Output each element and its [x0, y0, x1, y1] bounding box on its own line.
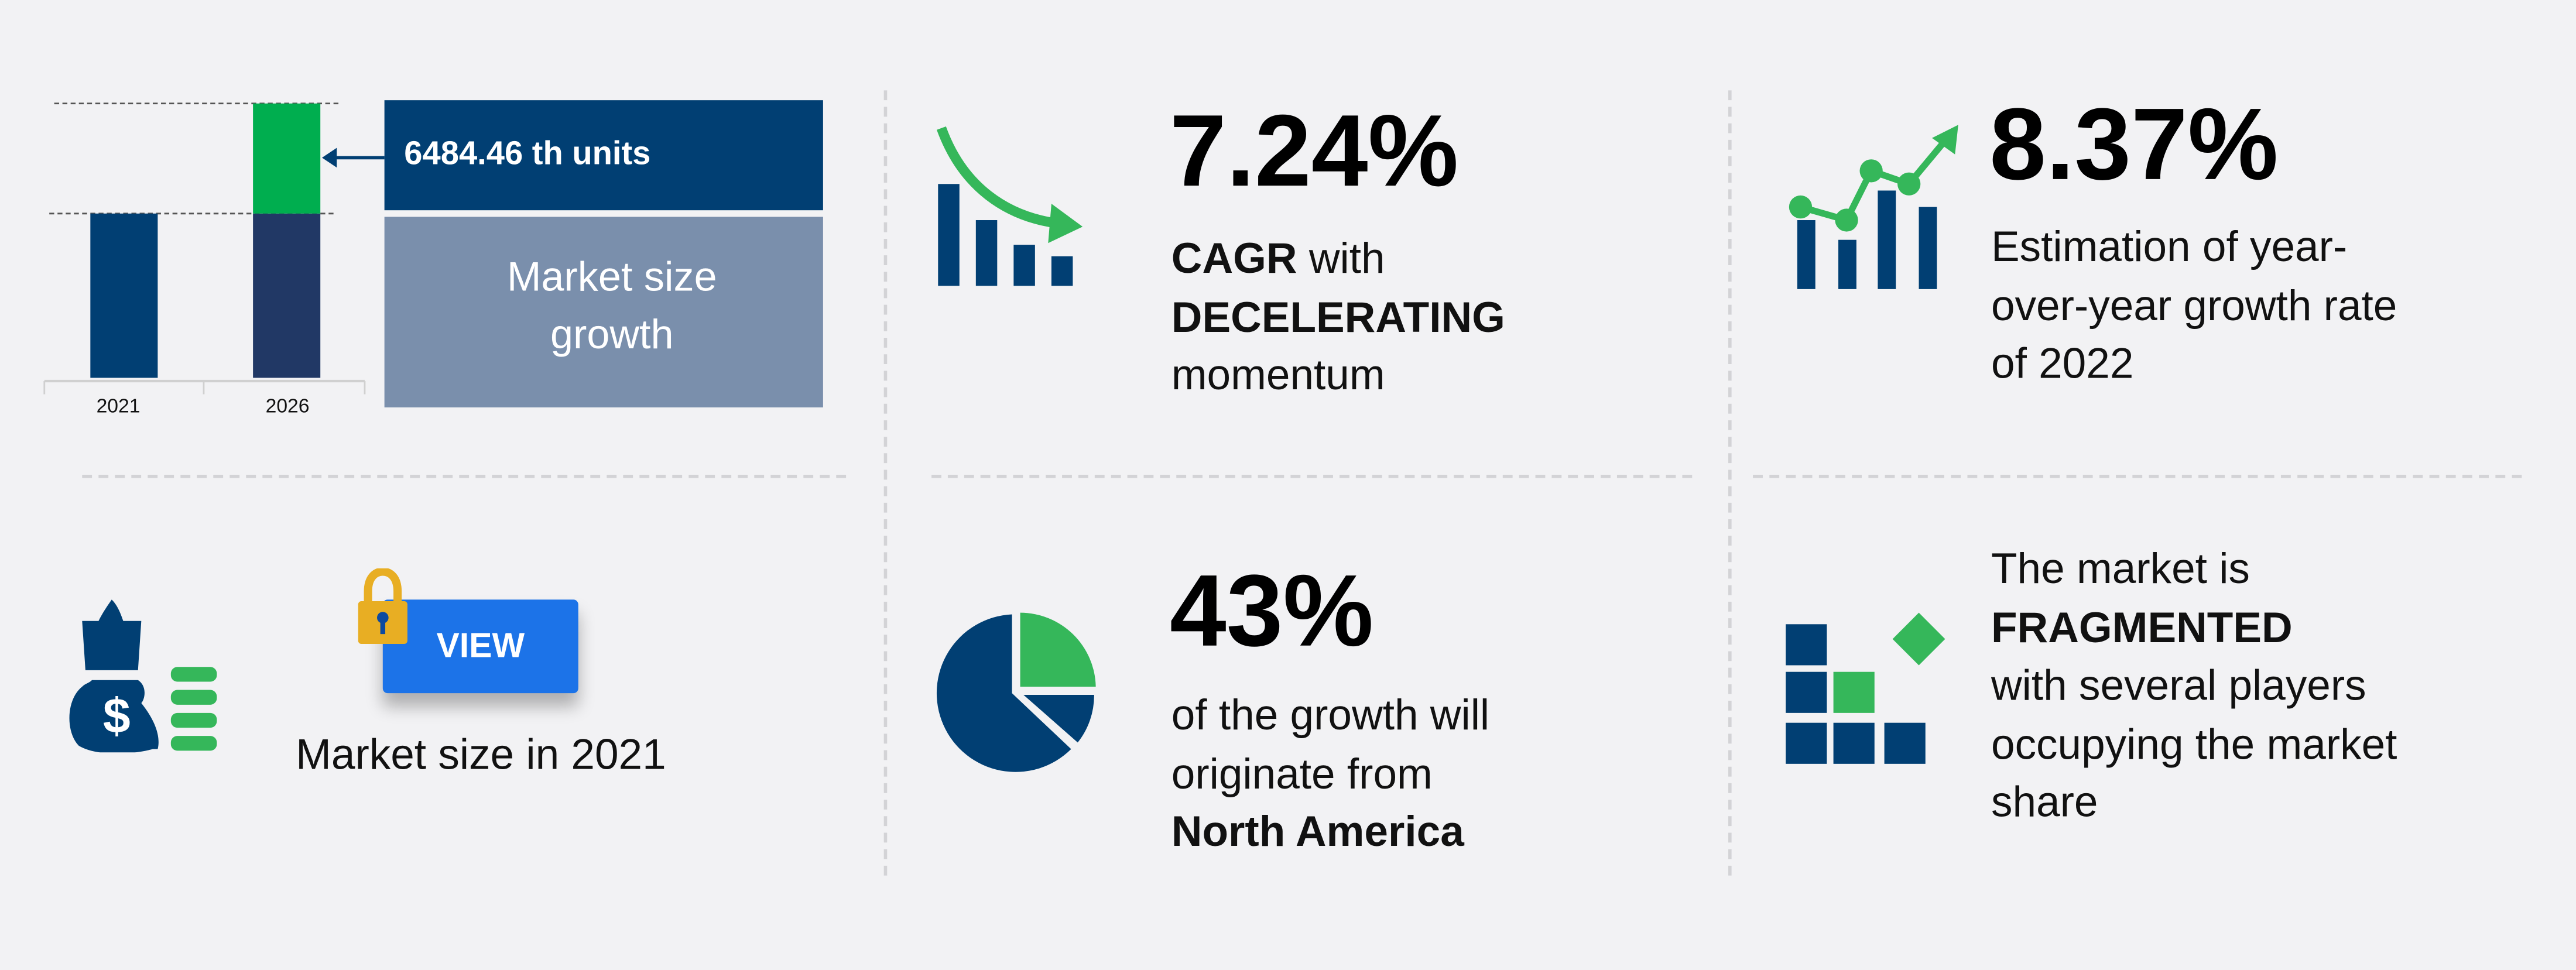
- region-description: of the growth will originate from North …: [1171, 687, 1489, 862]
- divider: [1753, 474, 2522, 478]
- market-size-caption: Market size in 2021: [296, 729, 666, 779]
- region-text: originate from: [1171, 748, 1433, 798]
- cagr-text: momentum: [1171, 349, 1385, 399]
- growth-chart-icon: [1789, 125, 1958, 289]
- cagr-momentum: DECELERATING: [1171, 292, 1505, 341]
- cagr-text: with: [1297, 233, 1385, 283]
- bar-2026: [253, 213, 321, 378]
- divider: [1728, 90, 1732, 876]
- divider: [883, 90, 888, 876]
- yoy-text: Estimation of year-: [1991, 221, 2348, 272]
- x-tick-label: 2026: [266, 395, 310, 417]
- market-growth-chart: 2021 2026: [43, 102, 385, 417]
- yoy-description: Estimation of year- over-year growth rat…: [1991, 218, 2397, 393]
- fragmentation-text: with several players: [1991, 660, 2366, 710]
- region-name: North America: [1171, 806, 1464, 856]
- fragmentation-text: The market is: [1991, 543, 2250, 594]
- fragmentation-status: FRAGMENTED: [1991, 602, 2293, 652]
- market-size-growth-label: Market size growth: [384, 217, 823, 407]
- pie-chart-icon: [936, 612, 1096, 772]
- region-text: of the growth will: [1171, 690, 1490, 739]
- growth-value-box: 6484.46 th units: [384, 100, 823, 211]
- svg-text:$: $: [103, 688, 131, 743]
- fragmentation-text: share: [1991, 777, 2098, 827]
- view-button[interactable]: VIEW: [382, 599, 578, 694]
- yoy-value: 8.37%: [1989, 88, 2279, 203]
- divider: [82, 474, 847, 478]
- divider: [931, 474, 1693, 478]
- yoy-text: of 2022: [1991, 338, 2134, 388]
- bar-2021: [90, 213, 158, 378]
- cagr-value: 7.24%: [1169, 95, 1459, 209]
- bar-growth-2026: [253, 103, 321, 214]
- cagr-description: CAGR with DECELERATING momentum: [1171, 230, 1505, 405]
- fragmentation-description: The market is FRAGMENTED with several pl…: [1991, 540, 2397, 832]
- region-share-value: 43%: [1169, 555, 1374, 669]
- x-tick-label: 2021: [97, 395, 141, 417]
- declining-bars-icon: [936, 126, 1083, 286]
- cagr-label: CAGR: [1171, 233, 1297, 283]
- fragmented-blocks-icon: [1786, 612, 1945, 764]
- yoy-text: over-year growth rate: [1991, 280, 2397, 330]
- money-bag-icon: $: [69, 599, 217, 753]
- fragmentation-text: occupying the market: [1991, 718, 2397, 768]
- lock-icon: [358, 568, 407, 644]
- arrow-head-icon: [321, 148, 337, 168]
